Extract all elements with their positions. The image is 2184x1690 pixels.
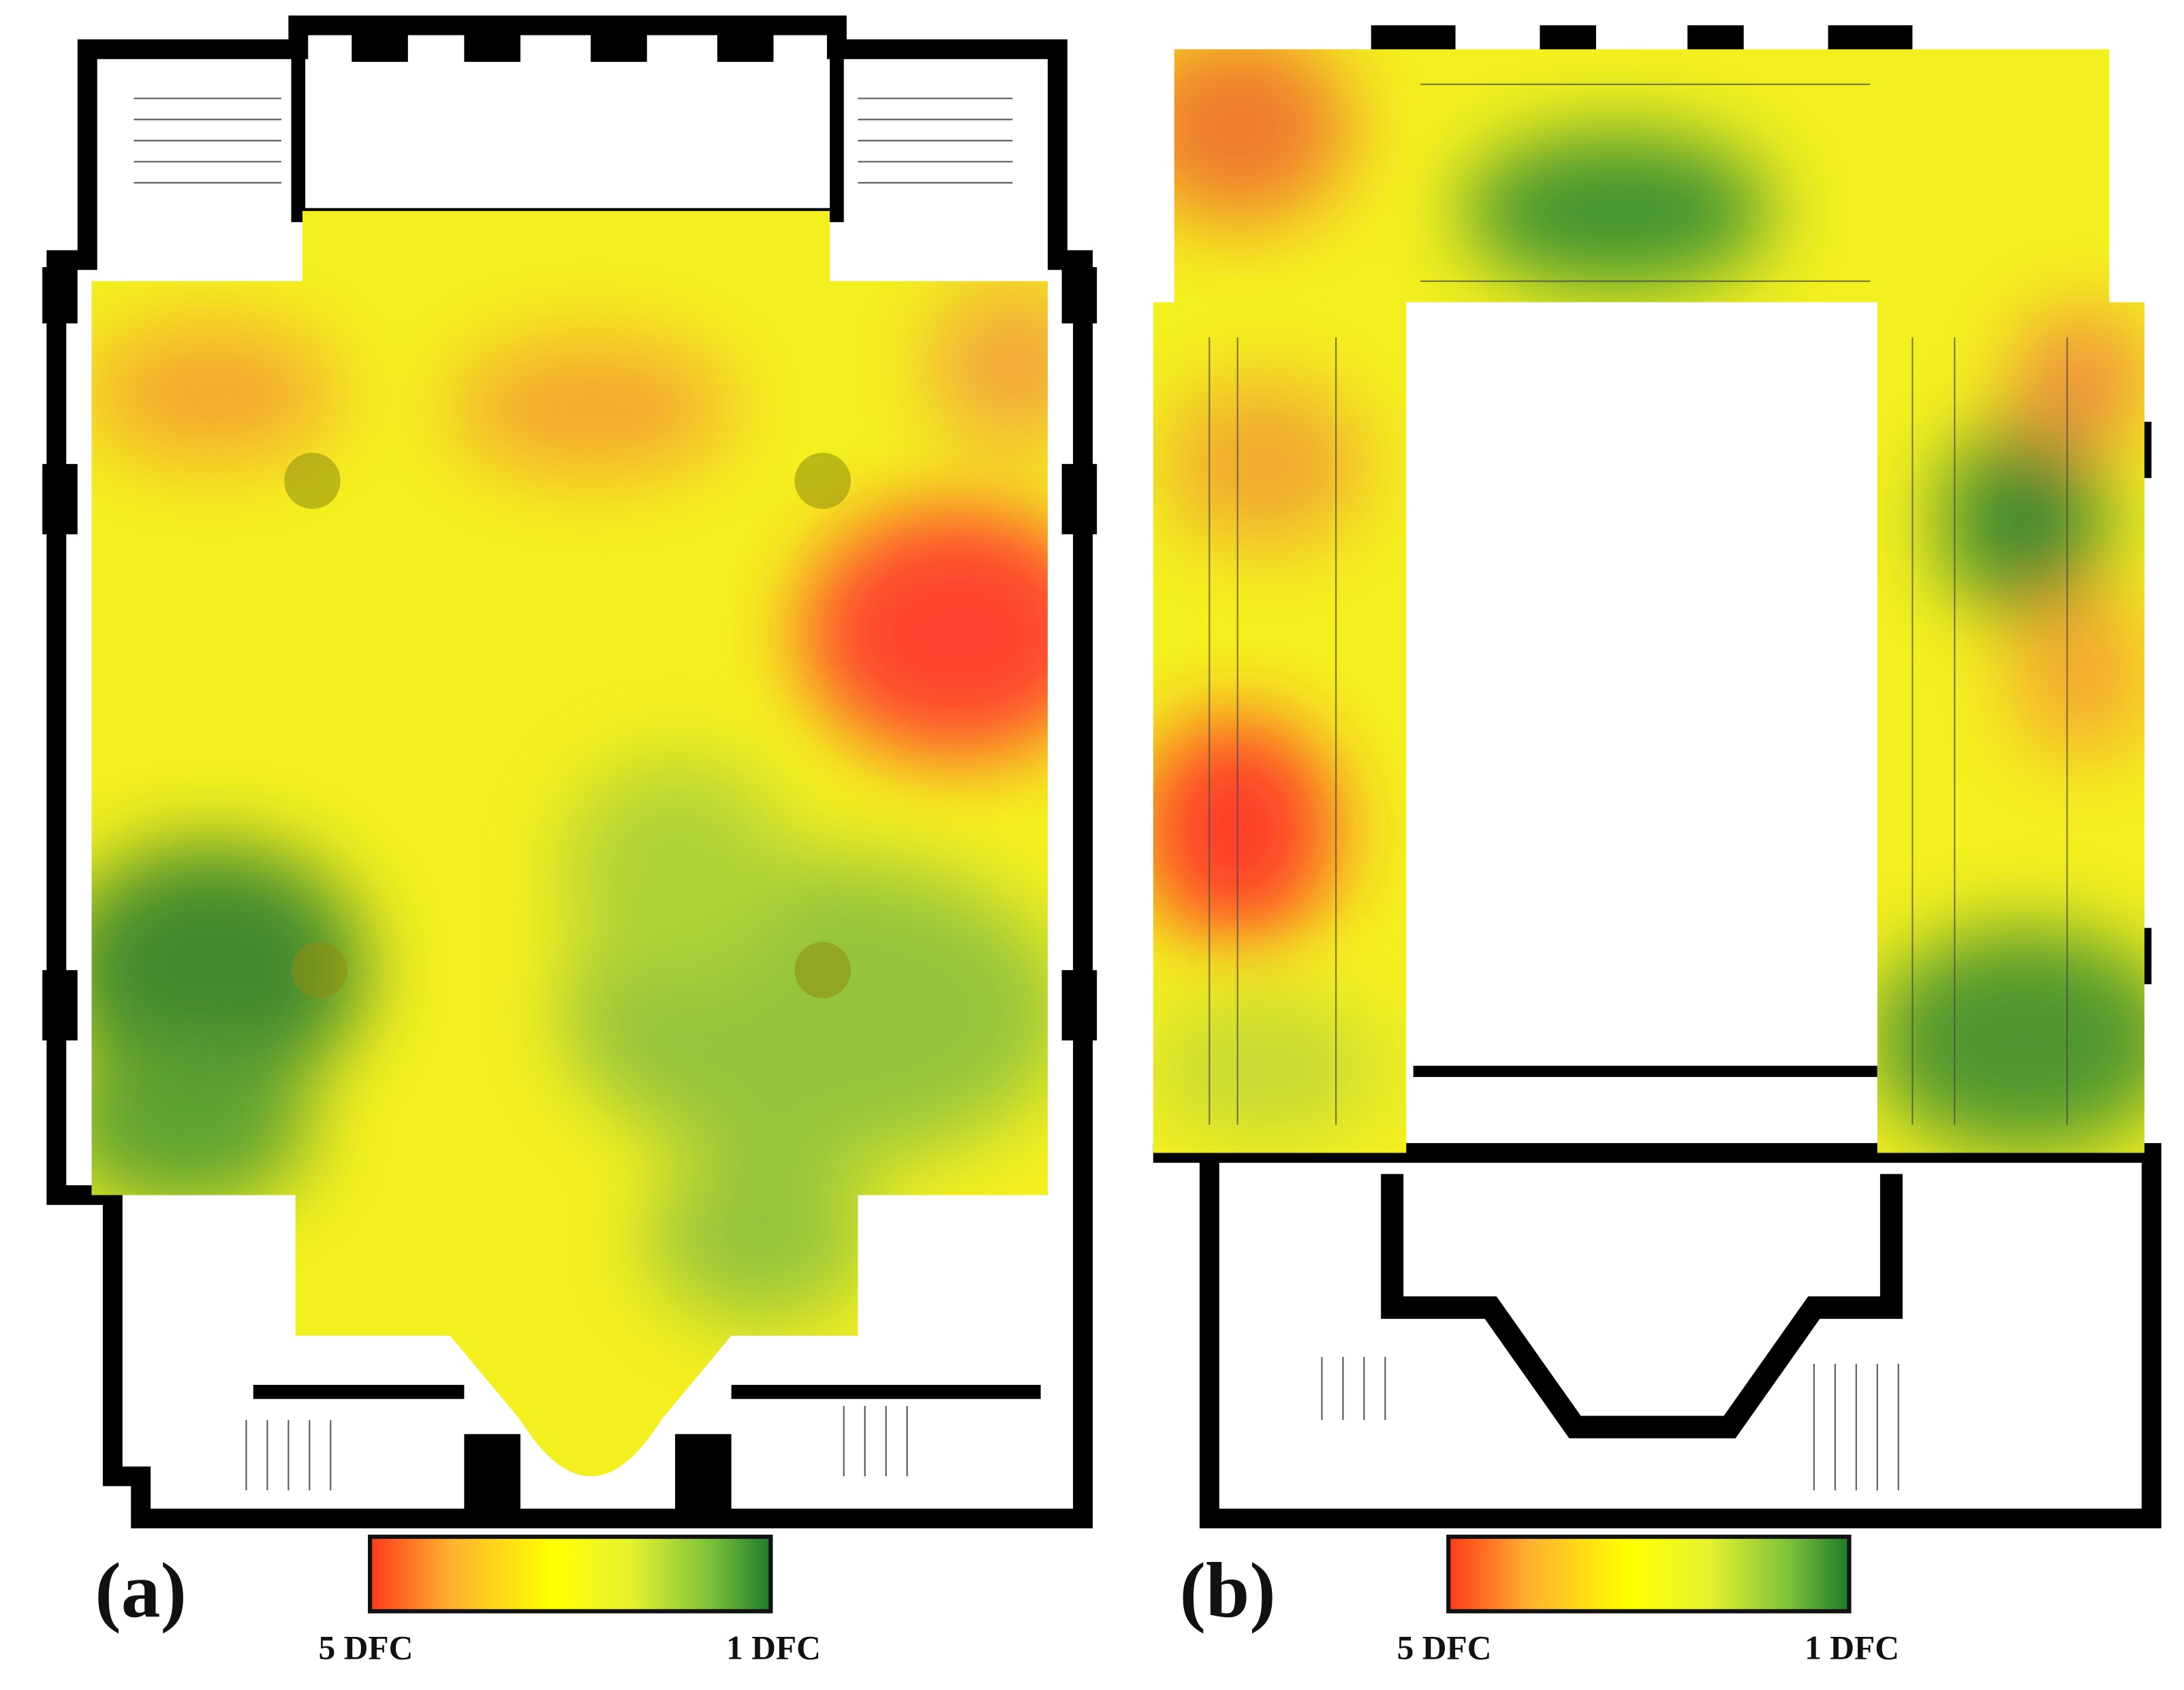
legend-min: 5 DFC — [318, 1629, 413, 1667]
color-scale — [368, 1534, 773, 1614]
legend-max: 1 DFC — [1805, 1629, 1899, 1667]
courtyard — [1406, 302, 1877, 1066]
legend-min: 5 DFC — [1397, 1629, 1492, 1667]
panel-label: (a) — [95, 1548, 187, 1635]
panel-label: (b) — [1180, 1548, 1276, 1635]
legend-max: 1 DFC — [726, 1629, 821, 1667]
color-scale — [1446, 1534, 1852, 1614]
floor-plan-a — [42, 15, 1097, 1529]
heatmap-a — [91, 210, 1048, 1477]
legend-b: (b) 5 DFC 1 DFC — [1180, 1534, 1899, 1667]
legend-a: (a) 5 DFC 1 DFC — [95, 1534, 821, 1667]
